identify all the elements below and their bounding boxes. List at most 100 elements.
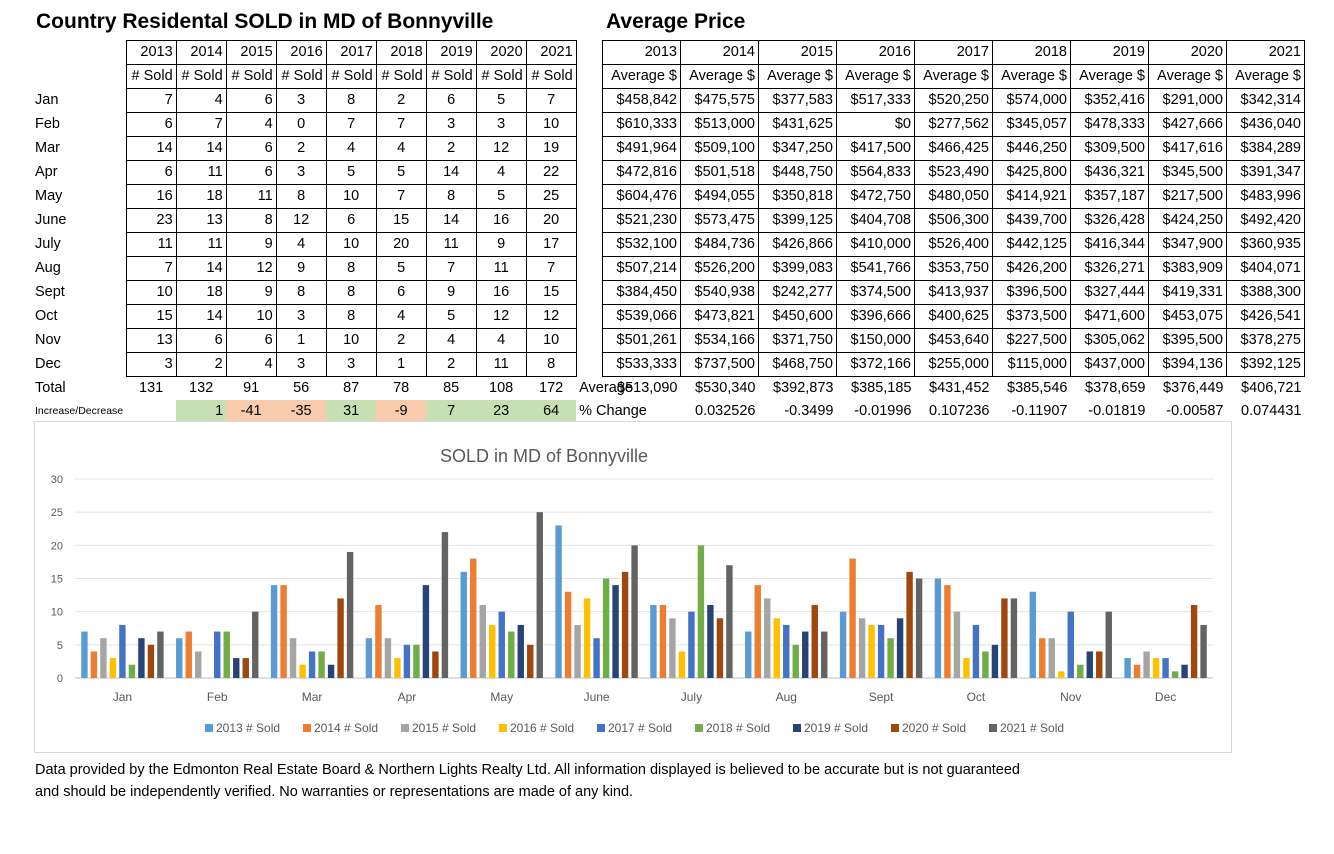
sold-cell: 2 xyxy=(425,136,477,161)
sold-cell: 11 xyxy=(225,184,277,209)
price-pct-change-cell: -0.01819 xyxy=(1088,403,1146,419)
bar-dec-2018 xyxy=(1171,671,1179,678)
price-cell: $391,347 xyxy=(1226,160,1305,185)
price-cell: $520,250 xyxy=(914,88,993,113)
month-label: July xyxy=(35,236,61,252)
sold-cell: 10 xyxy=(525,328,577,353)
table-row: Oct 15 14 10 3 8 4 5 12 12 xyxy=(32,304,652,329)
bar-oct-2016 xyxy=(963,658,970,678)
price-cell: $347,900 xyxy=(1148,232,1227,257)
y-tick-label: 5 xyxy=(57,640,63,652)
sold-cell: 8 xyxy=(225,208,277,233)
price-year-header: 2021 xyxy=(1226,40,1305,65)
sold-cell: 7 xyxy=(375,112,427,137)
price-cell: $342,314 xyxy=(1226,88,1305,113)
price-cell: $471,600 xyxy=(1070,304,1149,329)
sold-cell: 0 xyxy=(275,112,327,137)
sold-cell: 9 xyxy=(225,232,277,257)
table-row: Aug 7 14 12 9 8 5 7 11 7 xyxy=(32,256,652,281)
price-column-header: Average $ xyxy=(1148,64,1227,89)
table-row: $533,333 $737,500 $468,750 $372,166 $255,000… xyxy=(602,352,1305,377)
bar-may-2019 xyxy=(517,624,524,678)
price-table: 2013 2014 2015 2016 2017 2018 2019 2020 2021 Aver… xyxy=(602,40,1305,423)
sold-cell: 1 xyxy=(375,352,427,377)
price-cell: $491,964 xyxy=(602,136,681,161)
sold-cell: 9 xyxy=(475,232,527,257)
sold-cell: 2 xyxy=(375,328,427,353)
price-cell: $0 xyxy=(836,112,915,137)
price-cell: $533,333 xyxy=(602,352,681,377)
price-cell: $523,490 xyxy=(914,160,993,185)
price-cell: $501,518 xyxy=(680,160,759,185)
sold-cell: 7 xyxy=(125,256,177,281)
sold-cell: 13 xyxy=(175,208,227,233)
price-cell: $352,416 xyxy=(1070,88,1149,113)
bar-jan-2019 xyxy=(138,638,145,678)
price-column-header: Average $ xyxy=(836,64,915,89)
sold-cell: 11 xyxy=(175,232,227,257)
y-tick-label: 15 xyxy=(51,574,63,586)
price-cell: $384,289 xyxy=(1226,136,1305,161)
sold-cell: 4 xyxy=(475,160,527,185)
table-row: Nov 13 6 6 1 10 2 4 4 10 xyxy=(32,328,652,353)
price-pct-change-cell: -0.3499 xyxy=(784,403,834,419)
chart-title: SOLD in MD of Bonnyville xyxy=(440,446,648,466)
bar-aug-2020 xyxy=(811,605,818,678)
sold-cell: 12 xyxy=(275,208,327,233)
price-year-header: 2016 xyxy=(836,40,915,65)
bar-nov-2019 xyxy=(1086,651,1093,678)
sold-cell: 9 xyxy=(275,256,327,281)
price-average-cell: $385,546 xyxy=(1007,380,1068,396)
bar-feb-2015 xyxy=(195,651,202,678)
bar-mar-2014 xyxy=(280,585,287,678)
year-header: 2021 xyxy=(525,40,577,65)
price-pct-change-cell: 0.032526 xyxy=(695,403,756,419)
price-column-header: Average $ xyxy=(914,64,993,89)
price-cell: $372,166 xyxy=(836,352,915,377)
month-label: Sept xyxy=(35,284,65,300)
bar-mar-2019 xyxy=(327,664,335,678)
x-tick-label: June xyxy=(584,690,610,704)
sold-cell: 8 xyxy=(525,352,577,377)
bar-jan-2015 xyxy=(100,638,107,678)
sold-cell: 4 xyxy=(225,112,277,137)
bar-june-2019 xyxy=(612,585,619,678)
header-blank xyxy=(32,41,126,65)
bar-dec-2021 xyxy=(1200,624,1207,678)
bar-july-2016 xyxy=(678,651,686,678)
sold-cell: 5 xyxy=(475,88,527,113)
price-cell: $513,000 xyxy=(680,112,759,137)
y-tick-label: 0 xyxy=(57,673,63,685)
price-cell: $377,583 xyxy=(758,88,837,113)
sold-cell: 7 xyxy=(125,88,177,113)
footer-disclaimer: Data provided by the Edmonton Real Estat… xyxy=(35,759,1020,803)
sold-cell: 25 xyxy=(525,184,577,209)
bar-may-2021 xyxy=(536,512,543,678)
increase-cell: 31 xyxy=(326,400,377,423)
sold-cell: 20 xyxy=(525,208,577,233)
bar-apr-2014 xyxy=(375,605,382,678)
bar-feb-2020 xyxy=(242,658,249,678)
price-cell: $539,066 xyxy=(602,304,681,329)
price-average-cell: $392,873 xyxy=(773,380,834,396)
increase-cell: 64 xyxy=(526,400,577,423)
price-cell: $404,708 xyxy=(836,208,915,233)
price-average-cell: $431,452 xyxy=(929,380,990,396)
table-row: May 16 18 11 8 10 7 8 5 25 xyxy=(32,184,652,209)
price-cell: $483,996 xyxy=(1226,184,1305,209)
bar-nov-2018 xyxy=(1077,664,1084,678)
bar-june-2013 xyxy=(555,525,562,678)
sold-column-header: # Sold xyxy=(425,64,477,89)
bar-nov-2016 xyxy=(1058,671,1065,678)
legend-swatch xyxy=(891,724,899,732)
legend-label: 2020 # Sold xyxy=(902,721,966,735)
legend-swatch xyxy=(793,724,801,732)
bar-sept-2017 xyxy=(877,624,885,678)
header-blank xyxy=(32,65,126,89)
bar-apr-2019 xyxy=(422,585,430,678)
price-cell: $327,444 xyxy=(1070,280,1149,305)
sold-cell: 10 xyxy=(125,280,177,305)
sold-cell: 8 xyxy=(325,256,377,281)
bar-aug-2017 xyxy=(783,624,790,678)
price-cell: $501,261 xyxy=(602,328,681,353)
